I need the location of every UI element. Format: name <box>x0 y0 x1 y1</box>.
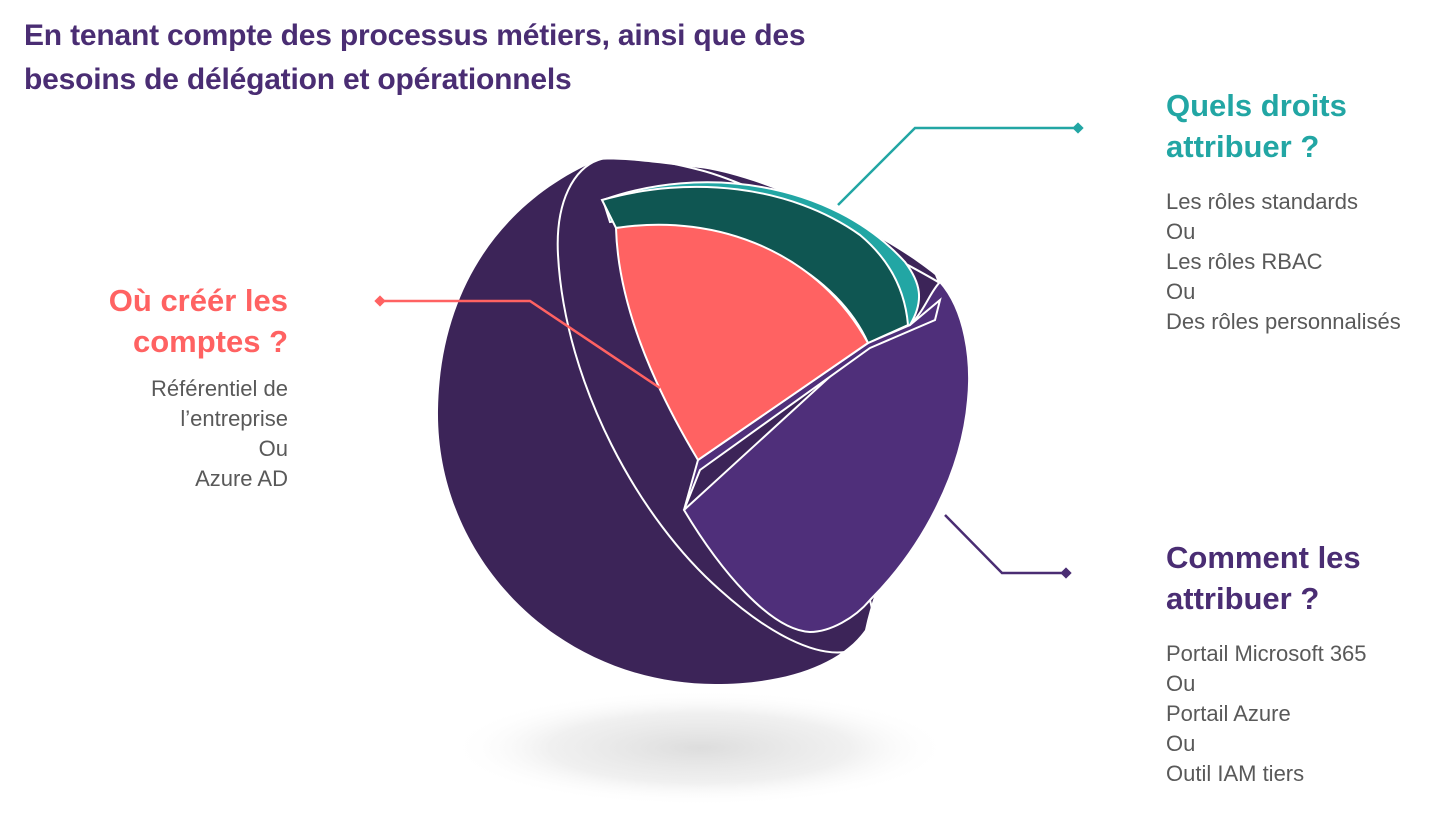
headline-line-1: En tenant compte des processus métiers, … <box>24 19 806 52</box>
rights-option: Des rôles personnalisés <box>1166 309 1401 334</box>
headline: En tenant compte des processus métiers, … <box>24 14 924 102</box>
rights-option: Les rôles RBAC <box>1166 249 1323 274</box>
assign-option: Portail Microsoft 365 <box>1166 641 1367 666</box>
accounts-title-line-1: Où créér les <box>108 283 288 318</box>
connector-rights-marker <box>1072 122 1084 134</box>
rights-options: Les rôles standards Ou Les rôles RBAC Ou… <box>1166 187 1441 337</box>
accounts-title: Où créér les comptes ? <box>40 280 288 362</box>
connector-rights <box>837 126 1078 206</box>
accounts-title-line-2: comptes ? <box>132 324 288 359</box>
connector-accounts-marker <box>374 295 386 307</box>
assign-title-line-1: Comment les <box>1166 540 1361 575</box>
assign-section: Comment les attribuer ? Portail Microsof… <box>1166 537 1441 789</box>
rights-title-line-2: attribuer ? <box>1166 129 1320 164</box>
assign-option: Outil IAM tiers <box>1166 761 1305 786</box>
rights-option: Ou <box>1166 279 1196 304</box>
rights-title-line-1: Quels droits <box>1166 88 1347 123</box>
accounts-options: Référentiel de l’entreprise Ou Azure AD <box>40 374 288 494</box>
connector-accounts <box>380 299 661 390</box>
rights-option: Les rôles standards <box>1166 189 1358 214</box>
rights-title: Quels droits attribuer ? <box>1166 85 1441 167</box>
headline-line-2: besoins de délégation et opérationnels <box>24 63 572 96</box>
accounts-option: l’entreprise <box>180 406 288 431</box>
assign-option: Ou <box>1166 671 1196 696</box>
purple-layer <box>682 280 971 634</box>
accounts-option: Azure AD <box>195 466 288 491</box>
connector-assign-marker <box>1060 567 1072 579</box>
sphere-shadow <box>450 690 950 806</box>
assign-title: Comment les attribuer ? <box>1166 537 1441 619</box>
accounts-option: Référentiel de <box>151 376 288 401</box>
rights-option: Ou <box>1166 219 1196 244</box>
assign-option: Ou <box>1166 731 1196 756</box>
accounts-section: Où créér les comptes ? Référentiel de l’… <box>40 280 288 494</box>
accounts-option: Ou <box>258 436 288 461</box>
connector-assign <box>944 514 1066 575</box>
assign-option: Portail Azure <box>1166 701 1291 726</box>
assign-title-line-2: attribuer ? <box>1166 581 1320 616</box>
coral-core <box>614 223 870 462</box>
rights-section: Quels droits attribuer ? Les rôles stand… <box>1166 85 1441 337</box>
assign-options: Portail Microsoft 365 Ou Portail Azure O… <box>1166 639 1441 789</box>
